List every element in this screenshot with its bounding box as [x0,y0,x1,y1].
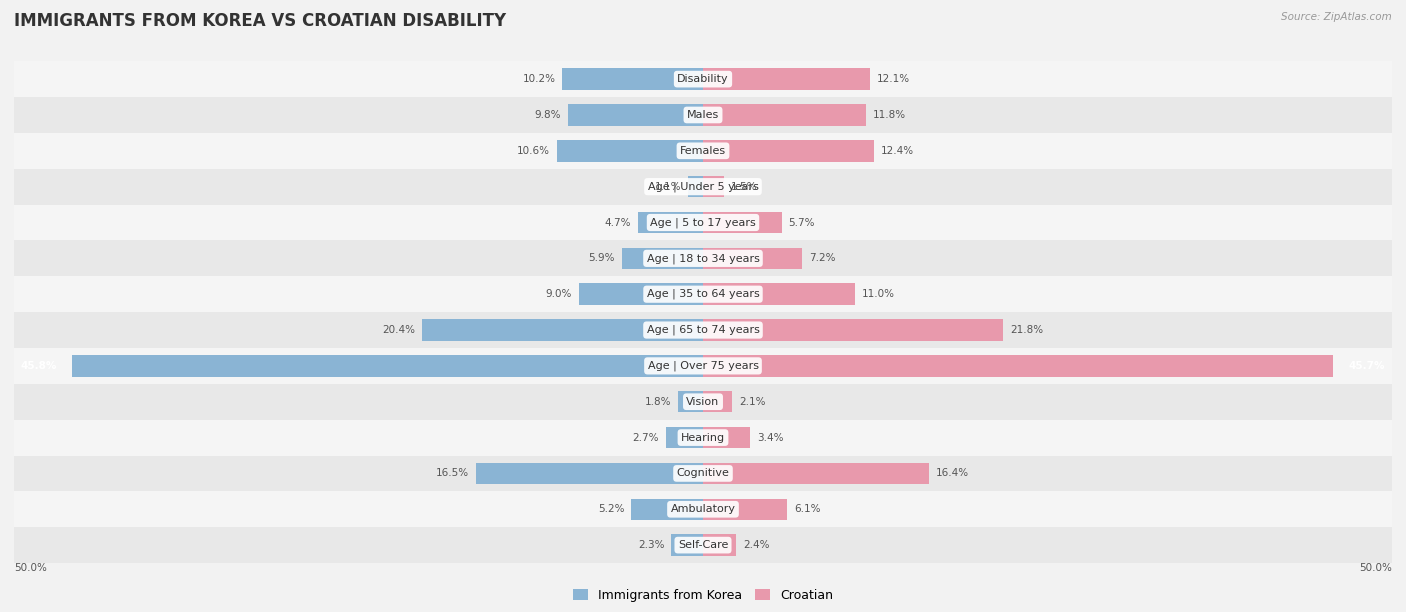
Bar [579,283,703,305]
FancyBboxPatch shape [14,97,1392,133]
Text: 7.2%: 7.2% [808,253,835,263]
Bar [703,69,870,90]
FancyBboxPatch shape [14,169,1392,204]
Text: 9.0%: 9.0% [546,289,572,299]
Bar [638,212,703,233]
Bar [671,534,703,556]
Text: IMMIGRANTS FROM KOREA VS CROATIAN DISABILITY: IMMIGRANTS FROM KOREA VS CROATIAN DISABI… [14,12,506,30]
Bar [703,534,737,556]
Bar [631,499,703,520]
Text: Age | 18 to 34 years: Age | 18 to 34 years [647,253,759,264]
Text: 10.2%: 10.2% [523,74,555,84]
Text: Source: ZipAtlas.com: Source: ZipAtlas.com [1281,12,1392,22]
FancyBboxPatch shape [14,61,1392,97]
Text: 3.4%: 3.4% [756,433,783,442]
Text: 2.4%: 2.4% [742,540,769,550]
Text: 12.4%: 12.4% [880,146,914,156]
Bar [703,140,875,162]
Text: 45.8%: 45.8% [21,361,58,371]
Text: 45.7%: 45.7% [1348,361,1385,371]
Text: 20.4%: 20.4% [382,325,415,335]
Text: Males: Males [688,110,718,120]
FancyBboxPatch shape [14,133,1392,169]
Text: 1.8%: 1.8% [645,397,671,407]
Bar [703,427,749,449]
FancyBboxPatch shape [14,384,1392,420]
FancyBboxPatch shape [14,420,1392,455]
FancyBboxPatch shape [14,348,1392,384]
Bar [703,391,733,412]
Text: 16.4%: 16.4% [936,468,969,479]
Text: Vision: Vision [686,397,720,407]
Text: 5.2%: 5.2% [598,504,624,514]
Bar [703,176,724,198]
Text: 50.0%: 50.0% [1360,563,1392,573]
Text: 1.5%: 1.5% [731,182,756,192]
Text: Age | 65 to 74 years: Age | 65 to 74 years [647,325,759,335]
Text: Age | 5 to 17 years: Age | 5 to 17 years [650,217,756,228]
Bar [703,104,866,125]
Bar [557,140,703,162]
Bar [703,499,787,520]
Bar [703,463,929,484]
Text: 5.7%: 5.7% [789,217,815,228]
Text: Cognitive: Cognitive [676,468,730,479]
Text: 2.7%: 2.7% [633,433,659,442]
Bar [621,248,703,269]
FancyBboxPatch shape [14,276,1392,312]
Bar [422,319,703,341]
FancyBboxPatch shape [14,455,1392,491]
Bar [666,427,703,449]
Text: Ambulatory: Ambulatory [671,504,735,514]
Text: 10.6%: 10.6% [517,146,550,156]
Text: 6.1%: 6.1% [794,504,821,514]
Bar [562,69,703,90]
Text: 16.5%: 16.5% [436,468,468,479]
Text: 2.3%: 2.3% [638,540,665,550]
Text: Hearing: Hearing [681,433,725,442]
Text: Age | 35 to 64 years: Age | 35 to 64 years [647,289,759,299]
FancyBboxPatch shape [14,204,1392,241]
FancyBboxPatch shape [14,312,1392,348]
Bar [703,283,855,305]
Bar [475,463,703,484]
Bar [72,355,703,376]
Text: 9.8%: 9.8% [534,110,561,120]
Bar [703,212,782,233]
Bar [703,248,803,269]
Text: Females: Females [681,146,725,156]
Text: 11.0%: 11.0% [862,289,894,299]
Text: 12.1%: 12.1% [876,74,910,84]
FancyBboxPatch shape [14,527,1392,563]
Text: 1.1%: 1.1% [654,182,681,192]
Legend: Immigrants from Korea, Croatian: Immigrants from Korea, Croatian [574,589,832,602]
Text: Disability: Disability [678,74,728,84]
Text: 4.7%: 4.7% [605,217,631,228]
Text: Self-Care: Self-Care [678,540,728,550]
Text: 5.9%: 5.9% [588,253,614,263]
Text: 21.8%: 21.8% [1011,325,1043,335]
Bar [703,319,1004,341]
Bar [678,391,703,412]
FancyBboxPatch shape [14,241,1392,276]
Text: 50.0%: 50.0% [14,563,46,573]
Bar [688,176,703,198]
FancyBboxPatch shape [14,491,1392,527]
Text: Age | Under 5 years: Age | Under 5 years [648,181,758,192]
Text: 2.1%: 2.1% [738,397,765,407]
Text: Age | Over 75 years: Age | Over 75 years [648,360,758,371]
Bar [568,104,703,125]
Text: 11.8%: 11.8% [873,110,905,120]
Bar [703,355,1333,376]
